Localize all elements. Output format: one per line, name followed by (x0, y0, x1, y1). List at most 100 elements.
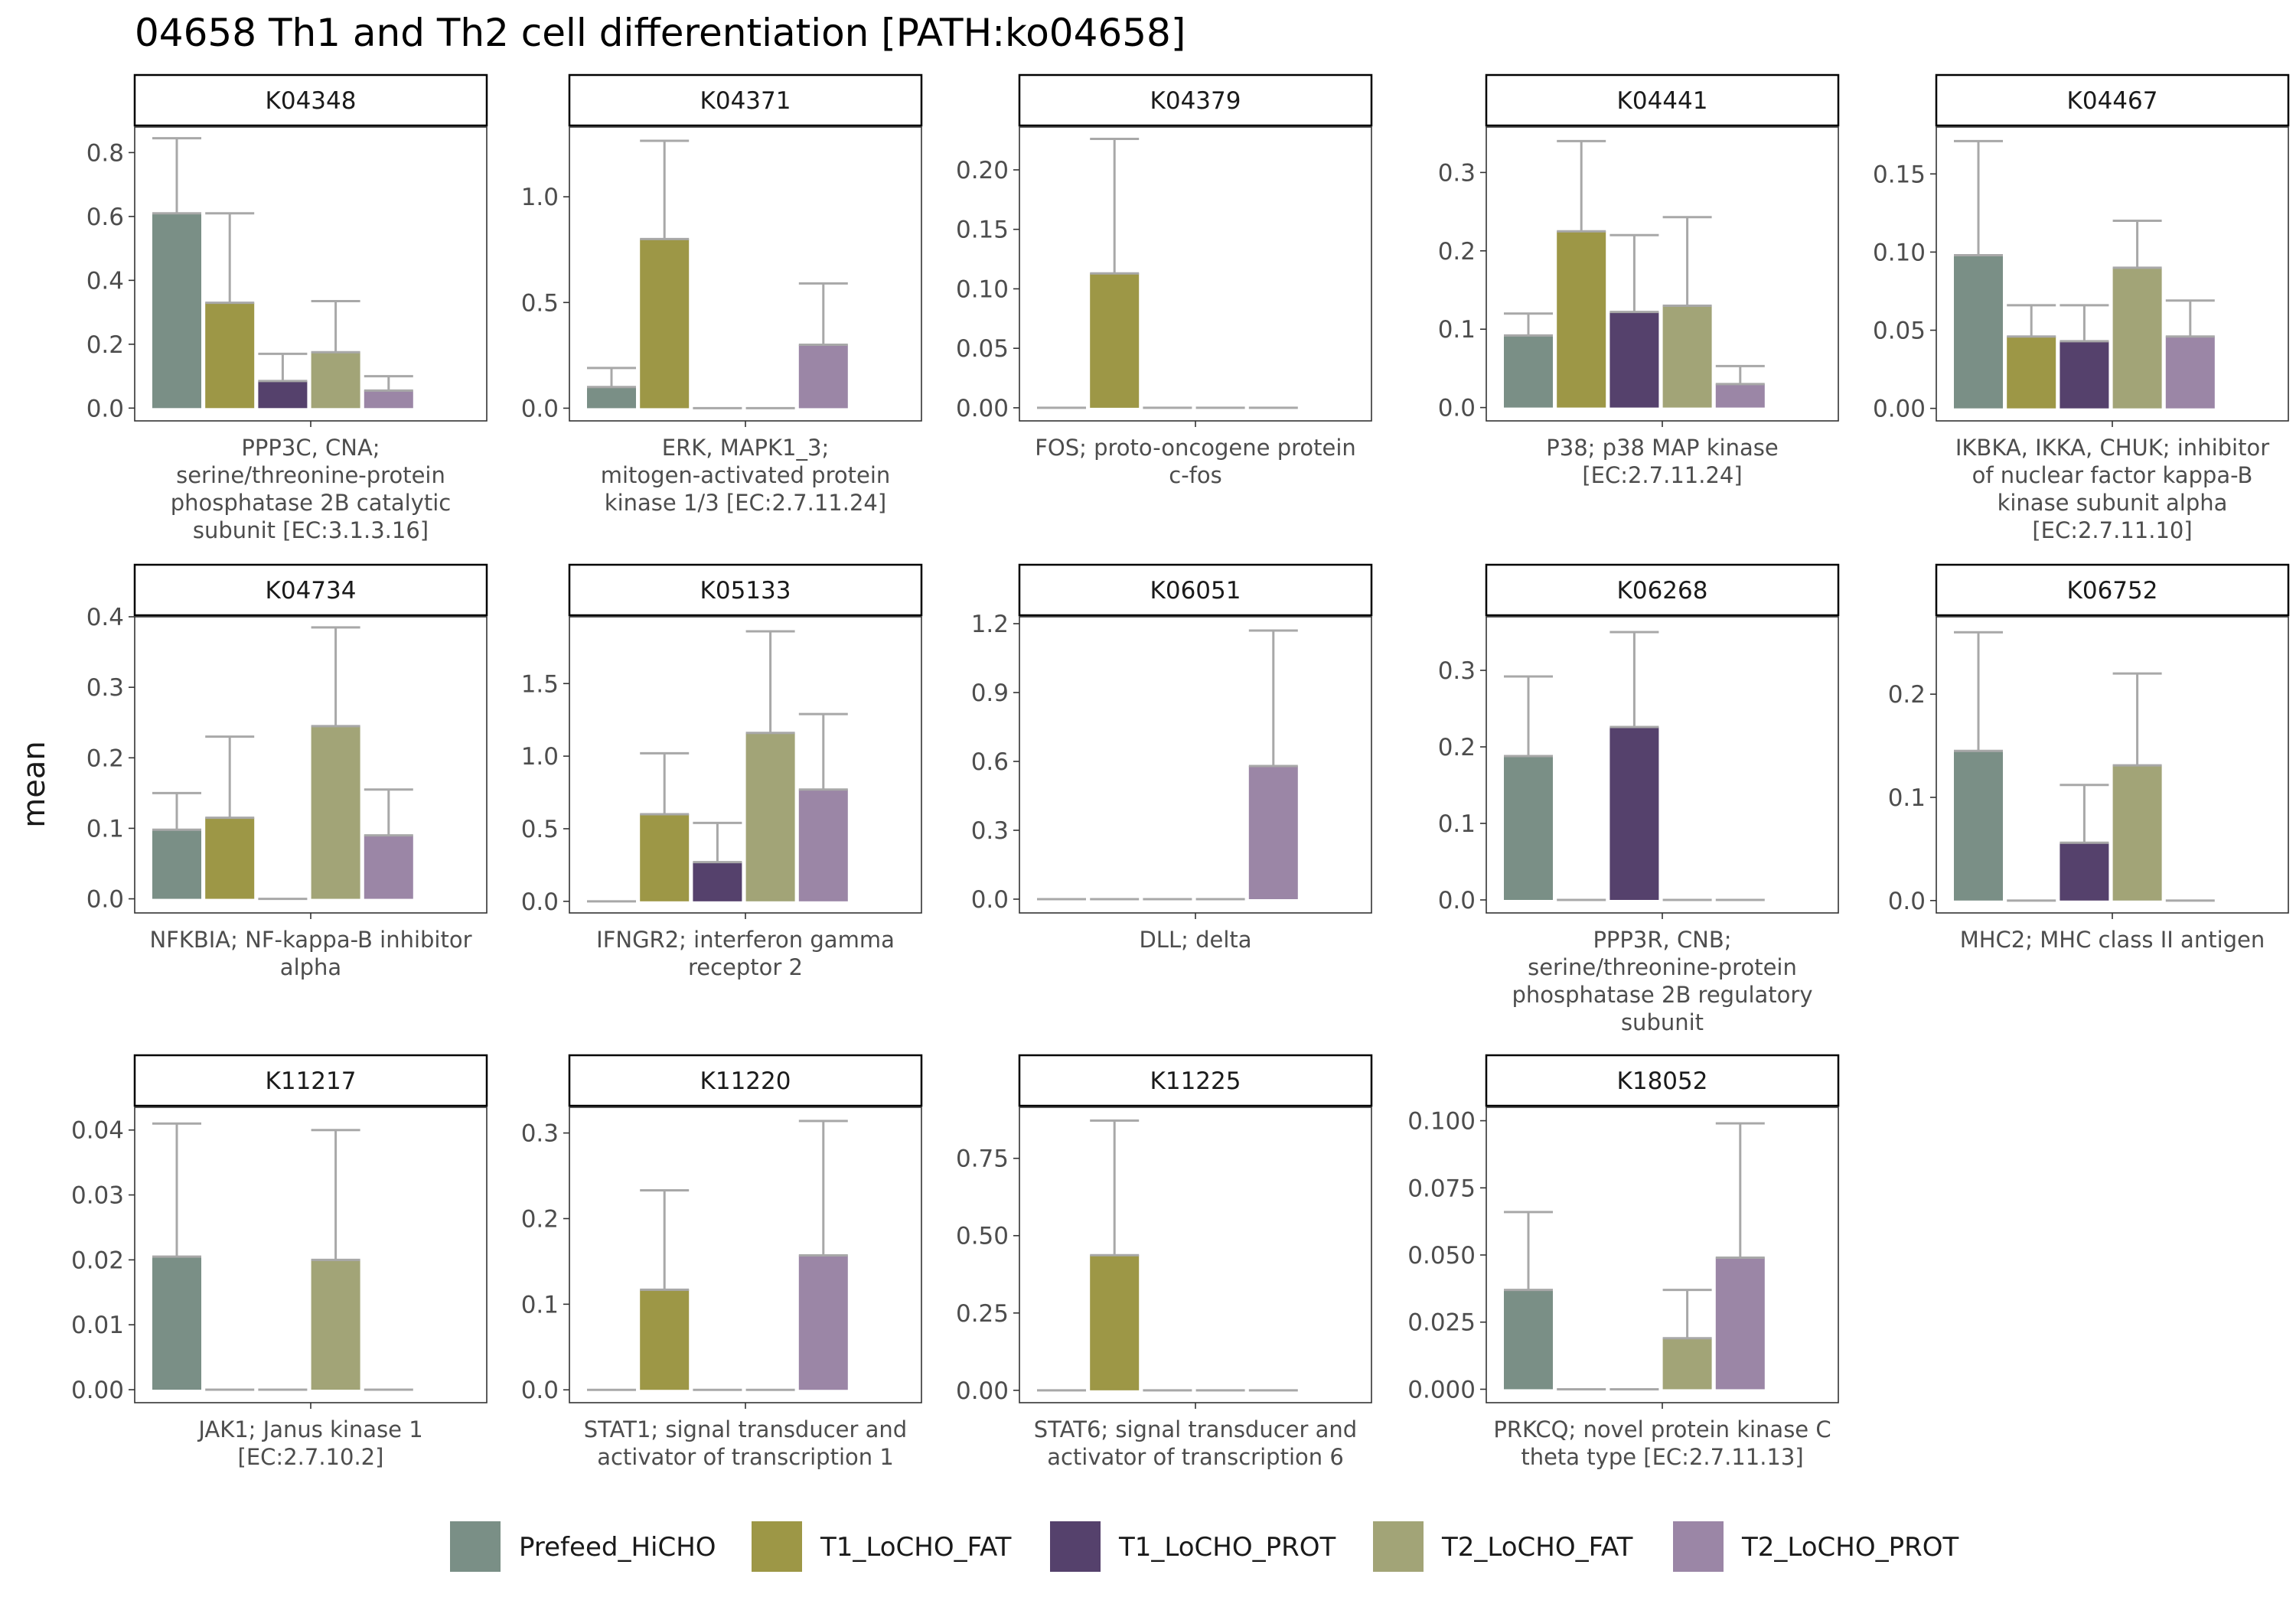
y-tick-label: 0.050 (1407, 1242, 1476, 1270)
legend-label: T1_LoCHO_PROT (1118, 1532, 1336, 1563)
bar-t2-locho-fat (2112, 765, 2162, 901)
x-category-label: MHC2; MHC class II antigen (1960, 927, 2265, 953)
panel-border (1019, 1107, 1372, 1403)
legend-item-t1-locho-fat: T1_LoCHO_FAT (752, 1521, 1012, 1572)
bar-prefeed-hicho (152, 830, 201, 899)
bar-t2-locho-fat (1662, 1338, 1712, 1390)
x-category-label: PPP3R, CNB; (1593, 927, 1731, 953)
bar-t2-locho-fat (311, 1260, 360, 1390)
bar-t2-locho-fat (311, 725, 360, 899)
y-tick-label: 0.0 (86, 886, 124, 914)
x-category-label: kinase 1/3 [EC:2.7.11.24] (605, 490, 886, 516)
y-tick-label: 0.1 (1438, 316, 1476, 344)
bar-prefeed-hicho (1504, 335, 1553, 408)
y-tick-label: 0.3 (971, 817, 1009, 845)
y-tick-label: 0.2 (521, 1205, 559, 1233)
facet-panel-k11225: K11225 0.00 0.25 0.50 0.75 STAT6; signal tran… (956, 1054, 1373, 1470)
panel-border (1019, 126, 1372, 422)
x-category-label: theta type [EC:2.7.11.13] (1521, 1444, 1803, 1470)
bar-t1-locho-prot (1609, 311, 1659, 408)
y-tick-label: 0.2 (1438, 734, 1476, 761)
y-tick-label: 0.3 (86, 674, 124, 702)
x-category-label: [EC:2.7.11.24] (1582, 462, 1742, 488)
bar-t1-locho-fat (1090, 1255, 1140, 1390)
y-tick-label: 0.50 (956, 1223, 1009, 1250)
bar-prefeed-hicho (1504, 756, 1553, 900)
panel-border (569, 1107, 922, 1403)
facet-panel-k18052: K18052 0.000 0.025 0.050 0.075 0.100 PRKCQ; no… (1407, 1054, 1840, 1470)
panel-border (569, 616, 922, 914)
x-category-label: mitogen-activated protein (601, 462, 891, 488)
y-tick-label: 0.1 (1438, 810, 1476, 838)
bar-t1-locho-fat (640, 814, 690, 901)
facet-panel-k06752: K06752 0.0 0.1 0.2 MHC2; MHC class II antige… (1888, 563, 2290, 953)
x-category-label: kinase subunit alpha (1998, 490, 2228, 516)
y-tick-label: 0.05 (956, 335, 1009, 363)
bar-prefeed-hicho (1954, 255, 2003, 409)
facet-strip-label: K06752 (2067, 577, 2158, 605)
facet-panel-k04734: K04734 0.0 0.1 0.2 0.3 0.4 NFKBIA; NF-kappa-B … (86, 563, 488, 980)
x-category-label: IFNGR2; interferon gamma (596, 927, 895, 953)
facet-strip (1018, 73, 1373, 127)
bar-t2-locho-prot (1715, 383, 1765, 408)
y-tick-label: 0.04 (71, 1117, 124, 1145)
bar-t1-locho-fat (2007, 336, 2056, 409)
bar-t2-locho-prot (364, 390, 413, 409)
x-category-label: STAT1; signal transducer and (584, 1416, 907, 1442)
y-tick-label: 0.2 (86, 745, 124, 772)
x-category-label: ERK, MAPK1_3; (662, 435, 829, 461)
y-tick-label: 0.00 (71, 1377, 124, 1404)
facet-panel-k11220: K11220 0.0 0.1 0.2 0.3 STAT1; signal transduc… (521, 1054, 923, 1470)
facet-strip (133, 73, 488, 127)
y-tick-label: 0.3 (1438, 159, 1476, 187)
facet-strip (133, 1054, 488, 1107)
bar-t1-locho-fat (1557, 231, 1606, 408)
x-category-label: activator of transcription 1 (597, 1444, 894, 1470)
legend-item-prefeed-hicho: Prefeed_HiCHO (450, 1521, 716, 1572)
facet-strip-label: K11225 (1150, 1068, 1241, 1095)
y-tick-label: 0.5 (521, 816, 559, 843)
facet-panel-k04467: K04467 0.00 0.05 0.10 0.15 IKBKA, IKKA, CHUK;… (1873, 73, 2290, 543)
y-tick-label: 1.0 (521, 184, 559, 211)
y-tick-label: 0.0 (971, 886, 1009, 914)
bar-t1-locho-fat (205, 817, 255, 899)
x-category-label: PPP3C, CNA; (241, 435, 380, 461)
y-tick-label: 1.0 (521, 743, 559, 771)
bar-t1-locho-prot (693, 862, 742, 901)
y-tick-label: 0.05 (1873, 318, 1926, 345)
facet-panel-k06051: K06051 0.0 0.3 0.6 0.9 1.2 DLL; delta (971, 563, 1373, 953)
legend-item-t2-locho-fat: T2_LoCHO_FAT (1373, 1521, 1633, 1572)
facet-strip-label: K05133 (700, 577, 791, 605)
x-category-label: IKBKA, IKKA, CHUK; inhibitor (1955, 435, 2269, 461)
legend-swatch (450, 1521, 501, 1572)
facet-strip-label: K18052 (1617, 1068, 1708, 1095)
legend-label: T2_LoCHO_FAT (1441, 1532, 1633, 1563)
facet-strip (568, 73, 923, 127)
x-category-label: STAT6; signal transducer and (1034, 1416, 1357, 1442)
facet-panel-k04348: K04348 0.0 0.2 0.4 0.6 0.8 PPP3C, CNA;serine/t… (86, 73, 488, 543)
x-category-label: [EC:2.7.10.2] (238, 1444, 384, 1470)
y-tick-label: 0.100 (1407, 1108, 1476, 1136)
x-category-label: phosphatase 2B regulatory (1512, 982, 1812, 1008)
y-tick-label: 0.000 (1407, 1376, 1476, 1403)
facet-panel-k04379: K04379 0.00 0.05 0.10 0.15 0.20 FOS; proto-onc… (956, 73, 1373, 488)
y-tick-label: 0.0 (1438, 395, 1476, 422)
x-category-label: subunit [EC:3.1.3.16] (193, 517, 429, 543)
legend-swatch (1673, 1521, 1724, 1572)
x-category-label: NFKBIA; NF-kappa-B inhibitor (149, 927, 471, 953)
bar-t2-locho-fat (311, 352, 360, 409)
facet-panel-k05133: K05133 0.0 0.5 1.0 1.5 IFNGR2; interferon gam… (521, 563, 923, 980)
y-tick-label: 0.25 (956, 1300, 1009, 1328)
facet-strip (1018, 1054, 1373, 1107)
facet-strip-label: K04348 (266, 87, 357, 115)
bar-t1-locho-fat (640, 1289, 690, 1390)
facet-strip (1485, 1054, 1840, 1107)
facet-panel-k04371: K04371 0.0 0.5 1.0 ERK, MAPK1_3;mitogen-acti… (521, 73, 923, 516)
chart-title: 04658 Th1 and Th2 cell differentiation [… (135, 11, 1186, 55)
bar-t2-locho-prot (1715, 1257, 1765, 1390)
facet-strip-label: K11217 (266, 1068, 357, 1095)
facet-panel-k04441: K04441 0.0 0.1 0.2 0.3 P38; p38 MAP kinase[EC… (1438, 73, 1840, 488)
bar-t1-locho-fat (205, 302, 255, 409)
y-tick-label: 0.01 (71, 1312, 124, 1339)
